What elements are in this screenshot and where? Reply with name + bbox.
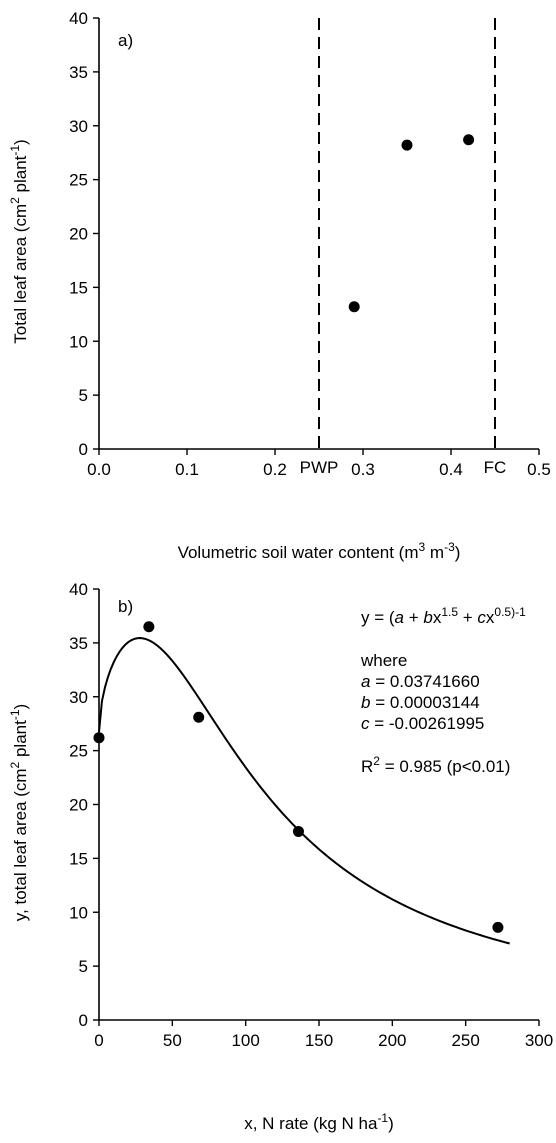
equation-line-part: R	[361, 757, 373, 776]
x-axis-title-part: Volumetric soil water content (m	[178, 543, 419, 562]
equation-line-part: 0.5)	[494, 605, 515, 619]
y-tick-label: 40	[69, 9, 88, 28]
reference-line-label: FC	[484, 458, 507, 477]
y-axis-title-part: Total leaf area (cm	[11, 204, 30, 344]
panel-label: b)	[118, 597, 133, 616]
x-tick-label: 200	[378, 1031, 406, 1050]
y-tick-label: 35	[69, 63, 88, 82]
equation-line: a = 0.03741660	[361, 672, 480, 691]
equation-line-part: c	[477, 608, 486, 627]
x-tick-label: 0.1	[175, 460, 199, 479]
equation-line: y = (a + bx1.5 + cx0.5)-1	[361, 605, 526, 627]
data-point	[93, 732, 105, 744]
fit-curve	[98, 637, 510, 945]
y-axis-title-part: plant	[11, 720, 30, 762]
equation-line-part: 1.5	[441, 605, 458, 619]
x-tick-label: 0.2	[263, 460, 287, 479]
y-axis-title-part: 2	[8, 197, 22, 204]
x-axis-title-part: )	[455, 543, 461, 562]
x-axis-title-part: -3	[444, 540, 455, 554]
equation-line-part: = 0.985 (p<0.01)	[380, 757, 510, 776]
x-axis-title-part: -1	[377, 1111, 388, 1125]
equation-line-part: where	[360, 651, 407, 670]
y-axis-title-part: -1	[8, 709, 22, 720]
reference-line-label: PWP	[300, 458, 339, 477]
data-point	[143, 621, 155, 633]
y-tick-label: 20	[69, 225, 88, 244]
equation-line-part: +	[404, 608, 423, 627]
equation-line: c = -0.00261995	[361, 714, 484, 733]
y-tick-label: 30	[69, 688, 88, 707]
x-axis-title-part: x, N rate (kg N ha	[244, 1114, 378, 1133]
equation-line: where	[360, 651, 407, 670]
x-tick-label: 0.5	[527, 460, 551, 479]
x-tick-label: 0.4	[439, 460, 463, 479]
x-axis-title: Volumetric soil water content (m3 m-3)	[178, 540, 461, 562]
equation-line-part: = 0.00003144	[370, 693, 479, 712]
equation-line-part: = 0.03741660	[370, 672, 479, 691]
y-tick-label: 10	[69, 903, 88, 922]
equation-line-part: +	[458, 608, 477, 627]
x-tick-label: 0.3	[351, 460, 375, 479]
chart-panel-a: 0 5 10 15 20 25 30 35 40 0.0 0.1 0.2 0.3 0.4 0.5 Volume…	[8, 9, 551, 562]
equation-line: R2 = 0.985 (p<0.01)	[361, 754, 510, 776]
y-tick-label: 30	[69, 117, 88, 136]
data-point	[463, 134, 475, 146]
equation-line: b = 0.00003144	[361, 693, 480, 712]
y-axis-title-part: )	[11, 704, 30, 710]
x-tick-label: 300	[525, 1031, 553, 1050]
y-tick-label: 5	[79, 957, 88, 976]
data-point	[348, 301, 360, 313]
data-point	[292, 825, 304, 837]
y-tick-label: 15	[69, 278, 88, 297]
equation-line-part: a	[361, 672, 370, 691]
x-tick-label: 0.0	[87, 460, 111, 479]
y-tick-label: 40	[69, 580, 88, 599]
equation-line-part: 2	[373, 754, 380, 768]
data-point	[401, 139, 413, 151]
x-tick-label: 50	[163, 1031, 182, 1050]
y-axis-title-part: -1	[8, 145, 22, 156]
x-axis-title: x, N rate (kg N ha-1)	[244, 1111, 394, 1133]
y-tick-label: 25	[69, 742, 88, 761]
y-tick-label: 10	[69, 332, 88, 351]
panel-label: a)	[118, 31, 133, 50]
equation-line-part: b	[361, 693, 370, 712]
equation-line-part: y = (	[361, 608, 395, 627]
y-axis-title-part: y, total leaf area (cm	[11, 768, 30, 921]
x-axis-title-part: 3	[419, 540, 426, 554]
x-tick-label: 0	[94, 1031, 103, 1050]
y-axis-title-part: )	[11, 139, 30, 145]
equation-line-part: = -0.00261995	[370, 714, 485, 733]
x-tick-label: 100	[231, 1031, 259, 1050]
equation-line-part: -1	[515, 605, 526, 619]
y-tick-label: 25	[69, 171, 88, 190]
y-tick-label: 0	[79, 440, 88, 459]
x-tick-label: 150	[305, 1031, 333, 1050]
equation-line-part: b	[423, 608, 432, 627]
equation-line-part: c	[361, 714, 370, 733]
y-tick-label: 15	[69, 849, 88, 868]
y-axis-title: Total leaf area (cm2 plant-1)	[8, 139, 30, 343]
x-tick-label: 250	[451, 1031, 479, 1050]
equation-line-part: x	[433, 608, 442, 627]
x-axis-title-part: )	[388, 1114, 394, 1133]
data-point	[492, 921, 504, 933]
x-axis-title-part: m	[425, 543, 444, 562]
y-axis-title: y, total leaf area (cm2 plant-1)	[8, 704, 30, 921]
y-axis-title-part: plant	[11, 155, 30, 197]
equation-line-part: x	[486, 608, 495, 627]
equation-line-part: a	[395, 608, 404, 627]
y-tick-label: 35	[69, 634, 88, 653]
y-tick-label: 5	[79, 386, 88, 405]
y-axis-title-part: 2	[8, 761, 22, 768]
y-tick-label: 20	[69, 796, 88, 815]
chart-panel-b: 0 5 10 15 20 25 30 35 40 0 50 100 150 200 250 300 x, N r…	[8, 580, 553, 1133]
data-point	[193, 711, 205, 723]
y-tick-label: 0	[79, 1011, 88, 1030]
